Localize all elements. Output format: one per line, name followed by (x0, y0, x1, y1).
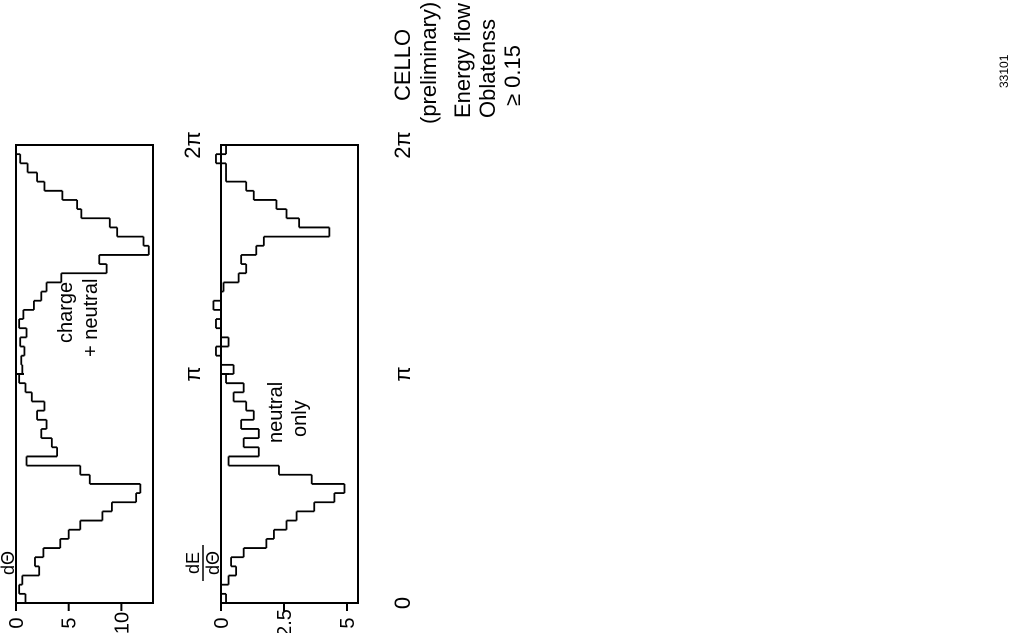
legend-line-oblateness: Oblatenss (475, 19, 500, 118)
axes-frame-top-panel (15, 144, 154, 604)
y-ticks-top-panel: 0510dEdΘ (0, 551, 133, 633)
axes-frame-bottom-panel (220, 144, 359, 604)
legend-block: CELLO (preliminary) Energy flow Oblatens… (390, 2, 525, 124)
x-tick-label: π (390, 366, 415, 381)
panel-label-line-1: charge (55, 282, 77, 343)
x-tick-label: 2π (390, 131, 415, 158)
legend-title: CELLO (390, 29, 415, 101)
y-label-numerator: dE (183, 552, 203, 574)
y-label-denominator: dΘ (203, 551, 223, 575)
panel-label-line-2: + neutral (80, 279, 102, 357)
panel-label-line-2: only (289, 400, 311, 437)
histogram-top-panel (15, 145, 150, 603)
y-label-denominator: dΘ (0, 551, 18, 575)
y-tick-label: 2.5 (274, 609, 296, 633)
legend-line-cut: ≥ 0.15 (500, 45, 525, 106)
x-tick-label: π (180, 366, 205, 381)
x-ticks-top-panel: π 2π (16, 131, 205, 604)
panel-charge-neutral: π 2π 0 5 10 dE dΘ charge + neutral (0, 131, 205, 633)
histogram-bottom-panel (212, 145, 346, 603)
y-ticks-bottom-panel: 0 2.5 5 dE dΘ (183, 545, 359, 633)
y-tick-label: 5 (337, 617, 359, 628)
x-ticks-bottom-panel: 0 π 2π (221, 131, 415, 609)
figure-id: 33101 (997, 54, 1011, 88)
legend-line-energy-flow: Energy flow (450, 3, 475, 118)
panel-label-line-1: neutral (265, 382, 287, 443)
y-tick-label: 5 (59, 617, 81, 628)
y-tick-label: 10 (111, 612, 133, 633)
y-tick-label: 0 (6, 617, 28, 628)
x-tick-label: 2π (180, 131, 205, 158)
x-tick-label: 0 (390, 597, 415, 609)
y-tick-label: 0 (211, 617, 233, 628)
panel-neutral-only: 0 π 2π 0 2.5 5 dE dΘ neutral only (183, 131, 415, 633)
legend-subtitle: (preliminary) (416, 2, 441, 124)
